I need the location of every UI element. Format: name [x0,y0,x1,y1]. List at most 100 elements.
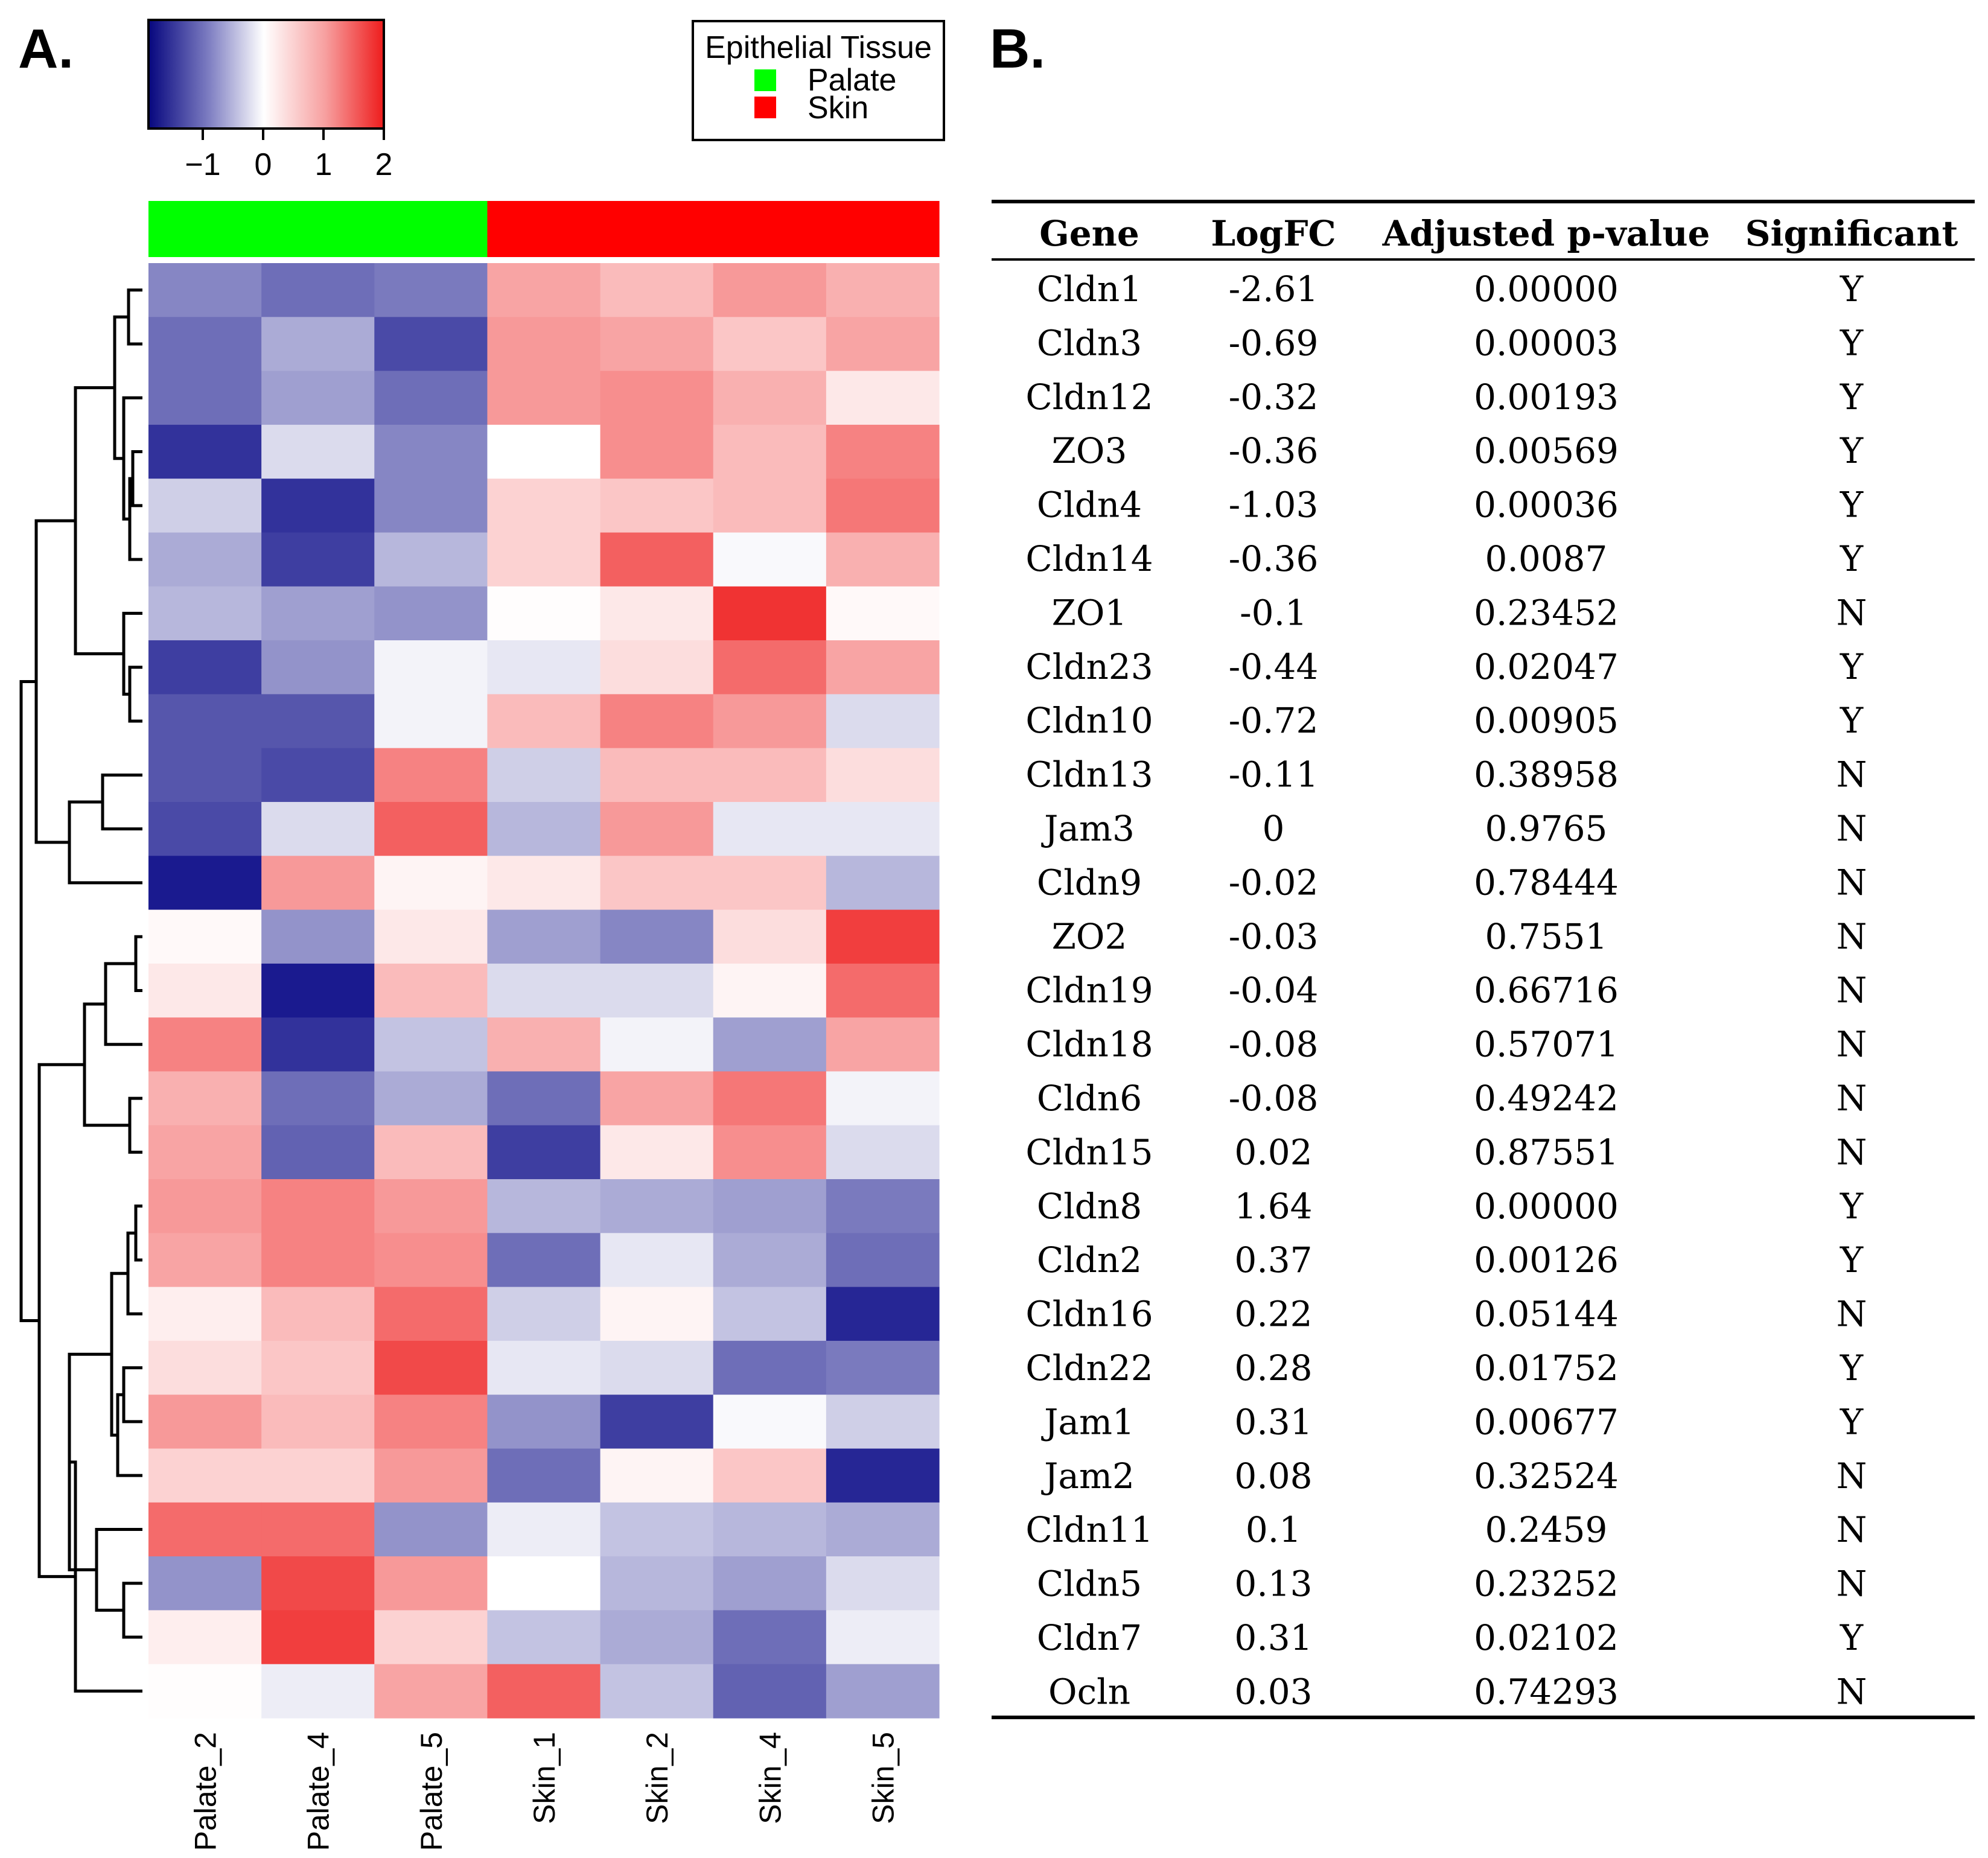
heatmap-cell [600,263,714,317]
table-cell: Cldn6 [1037,1078,1142,1119]
table-cell: 0.02 [1234,1131,1312,1172]
table-cell: -1.03 [1229,485,1319,526]
heatmap-cell [826,909,940,964]
heatmap-cell [600,1071,714,1126]
table-cell: N [1837,1294,1867,1335]
heatmap-cell [487,1179,601,1233]
heatmap-cell [374,1556,488,1611]
table-cell: 0.74293 [1474,1671,1619,1712]
heatmap-cell [374,371,488,425]
table-cell: 0.00000 [1474,269,1619,310]
heatmap-cell [374,1287,488,1341]
heatmap-cell [261,1287,375,1341]
heatmap-cell [374,532,488,587]
heatmap-cell [713,1017,827,1072]
table-cell: Cldn10 [1025,700,1153,741]
heatmap-cell [600,1125,714,1180]
heatmap-cell [487,586,601,641]
heatmap-cell [148,1340,262,1395]
column-group-bar [148,201,940,257]
heatmap-cell [487,694,601,749]
heatmap-cell [826,640,940,695]
heatmap-cell [374,1664,488,1719]
group-bar-cell-palate [374,201,488,257]
table-cell: N [1837,1509,1867,1550]
dendrogram-branch [37,1063,84,1579]
heatmap-cell [148,263,262,317]
table-cell: 0.08 [1234,1456,1312,1497]
table-cell: -0.08 [1229,1024,1319,1065]
table-cell: 1.64 [1234,1186,1312,1227]
table-cell: -0.11 [1229,754,1319,795]
dendrogram-branch [113,315,129,460]
heatmap-cell [261,317,375,372]
heatmap-cell [713,748,827,803]
table-cell: 0.13 [1234,1564,1312,1605]
table-cell: Cldn2 [1037,1239,1142,1281]
heatmap-cell [826,1071,940,1126]
heatmap-cell [148,1179,262,1233]
table-cell: -0.69 [1229,322,1319,363]
table-cell: 0.38958 [1474,754,1619,795]
heatmap-cell [261,640,375,695]
heatmap-cell [600,801,714,856]
table-header-cell: Gene [1039,213,1139,254]
table-cell: Y [1840,485,1864,526]
heatmap-cell [148,1287,262,1341]
column-label: Palate_5 [415,1732,448,1851]
heatmap-cell [487,1448,601,1503]
heatmap-cell [713,1610,827,1665]
heatmap-cell [826,532,940,587]
column-label: Skin_1 [527,1732,561,1824]
table-cell: Y [1840,1617,1864,1658]
heatmap-cell [148,532,262,587]
heatmap-cell [374,479,488,533]
table-cell: 0.00126 [1474,1239,1619,1281]
heatmap-cell [713,479,827,533]
group-bar-cell-palate [261,201,375,257]
heatmap-cell [261,1556,375,1611]
heatmap-cell [261,1340,375,1395]
table-cell: 0.31 [1234,1401,1312,1442]
heatmap-cell [826,479,940,533]
table-cell: 0.00036 [1474,485,1619,526]
table-cell: -0.08 [1229,1078,1319,1119]
heatmap-cell [487,1071,601,1126]
heatmap-cell [148,1017,262,1072]
table-cell: -0.36 [1229,538,1319,579]
heatmap-cell [713,801,827,856]
legend-swatch-palate [754,69,776,91]
heatmap-cell [487,1125,601,1180]
heatmap-cell [374,856,488,911]
dendrogram-branch [74,386,124,655]
table-cell: Cldn14 [1025,538,1153,579]
legend-box [692,20,945,141]
table-cell: N [1837,1131,1867,1172]
heatmap-cell [600,748,714,803]
heatmap-cell [826,1502,940,1557]
group-bar-cell-skin [826,201,940,257]
heatmap-cell [600,586,714,641]
heatmap-cell [261,1125,375,1180]
legend-title: Epithelial Tissue [705,30,932,65]
column-label: Skin_4 [753,1732,787,1824]
table-cell: N [1837,1078,1867,1119]
column-label: Skin_2 [640,1732,674,1824]
heatmap-cell [374,424,488,479]
heatmap-cell [713,1395,827,1449]
heatmap-cell [487,1017,601,1072]
table-cell: Cldn16 [1025,1294,1153,1335]
heatmap-cell [487,856,601,911]
table-cell: -0.32 [1229,377,1319,418]
table-cell: 0.1 [1246,1509,1301,1550]
table-cell: Y [1840,700,1864,741]
table-cell: N [1837,592,1867,633]
heatmap-cell [374,909,488,964]
heatmap-cell [713,963,827,1018]
table-cell: 0.0087 [1485,538,1608,579]
heatmap-cell [600,424,714,479]
heatmap-cell [600,1233,714,1288]
table-cell: N [1837,808,1867,849]
heatmap-cell [148,317,262,372]
table-cell: 0.7551 [1485,916,1608,957]
